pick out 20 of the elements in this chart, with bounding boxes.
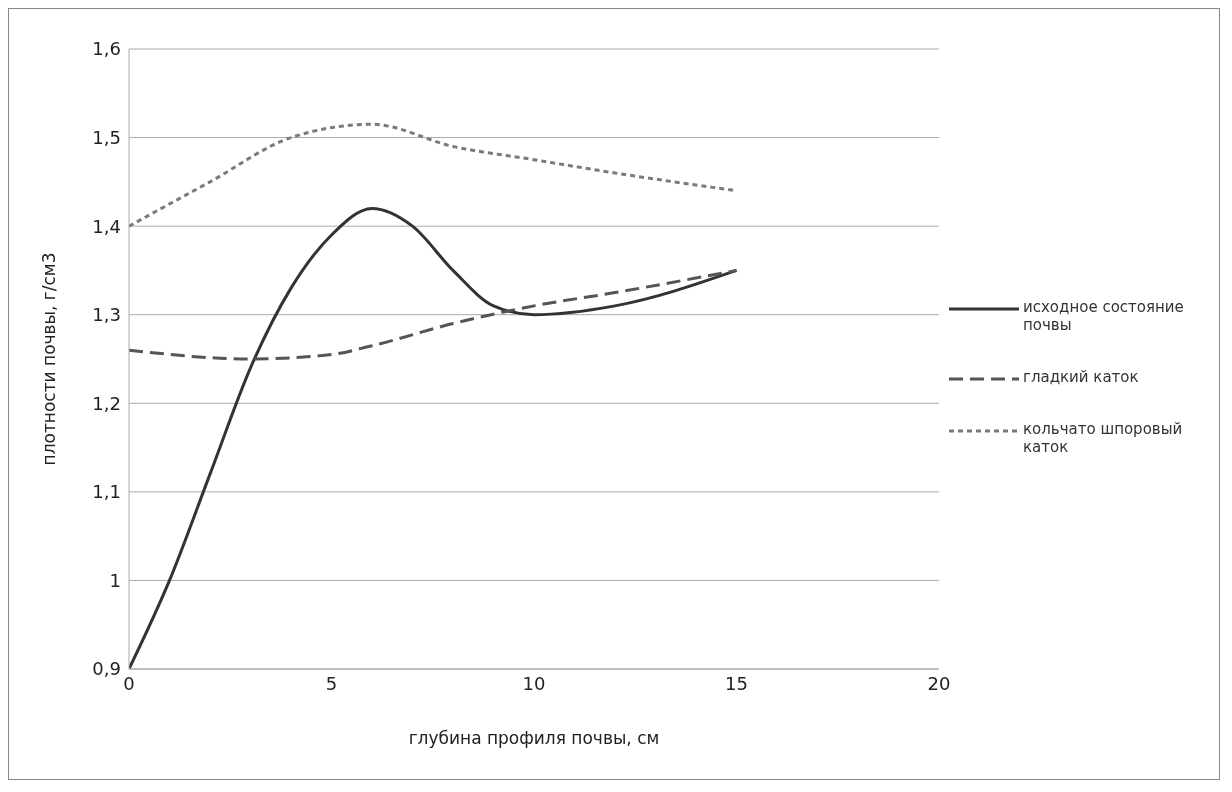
x-tick-label: 20 xyxy=(927,672,951,694)
y-tick-label: 0,9 xyxy=(92,658,121,680)
x-tick-label: 10 xyxy=(522,672,546,694)
y-tick-label: 1,2 xyxy=(92,392,121,414)
y-tick-label: 1,5 xyxy=(92,126,121,148)
line-series xyxy=(129,206,738,669)
y-axis-title: плотности почвы, г/см3 xyxy=(39,252,60,466)
y-tick-label: 1,1 xyxy=(92,481,121,503)
x-tick-label: 0 xyxy=(123,672,135,694)
y-tick-label: 1,6 xyxy=(92,38,121,60)
legend-label: гладкий каток xyxy=(1023,368,1139,386)
legend-label: исходное состояние почвы xyxy=(1023,298,1185,334)
y-tick-label: 1 xyxy=(109,569,121,591)
x-axis-title: глубина профиля почвы, см xyxy=(408,728,660,748)
x-tick-label: 15 xyxy=(725,672,748,694)
legend-label: кольчато шпоровый каток xyxy=(1023,420,1184,456)
y-tick-label: 1,4 xyxy=(92,215,121,237)
x-tick-label: 5 xyxy=(325,672,338,694)
line-series xyxy=(129,268,738,361)
y-tick-label: 1,3 xyxy=(92,304,121,326)
